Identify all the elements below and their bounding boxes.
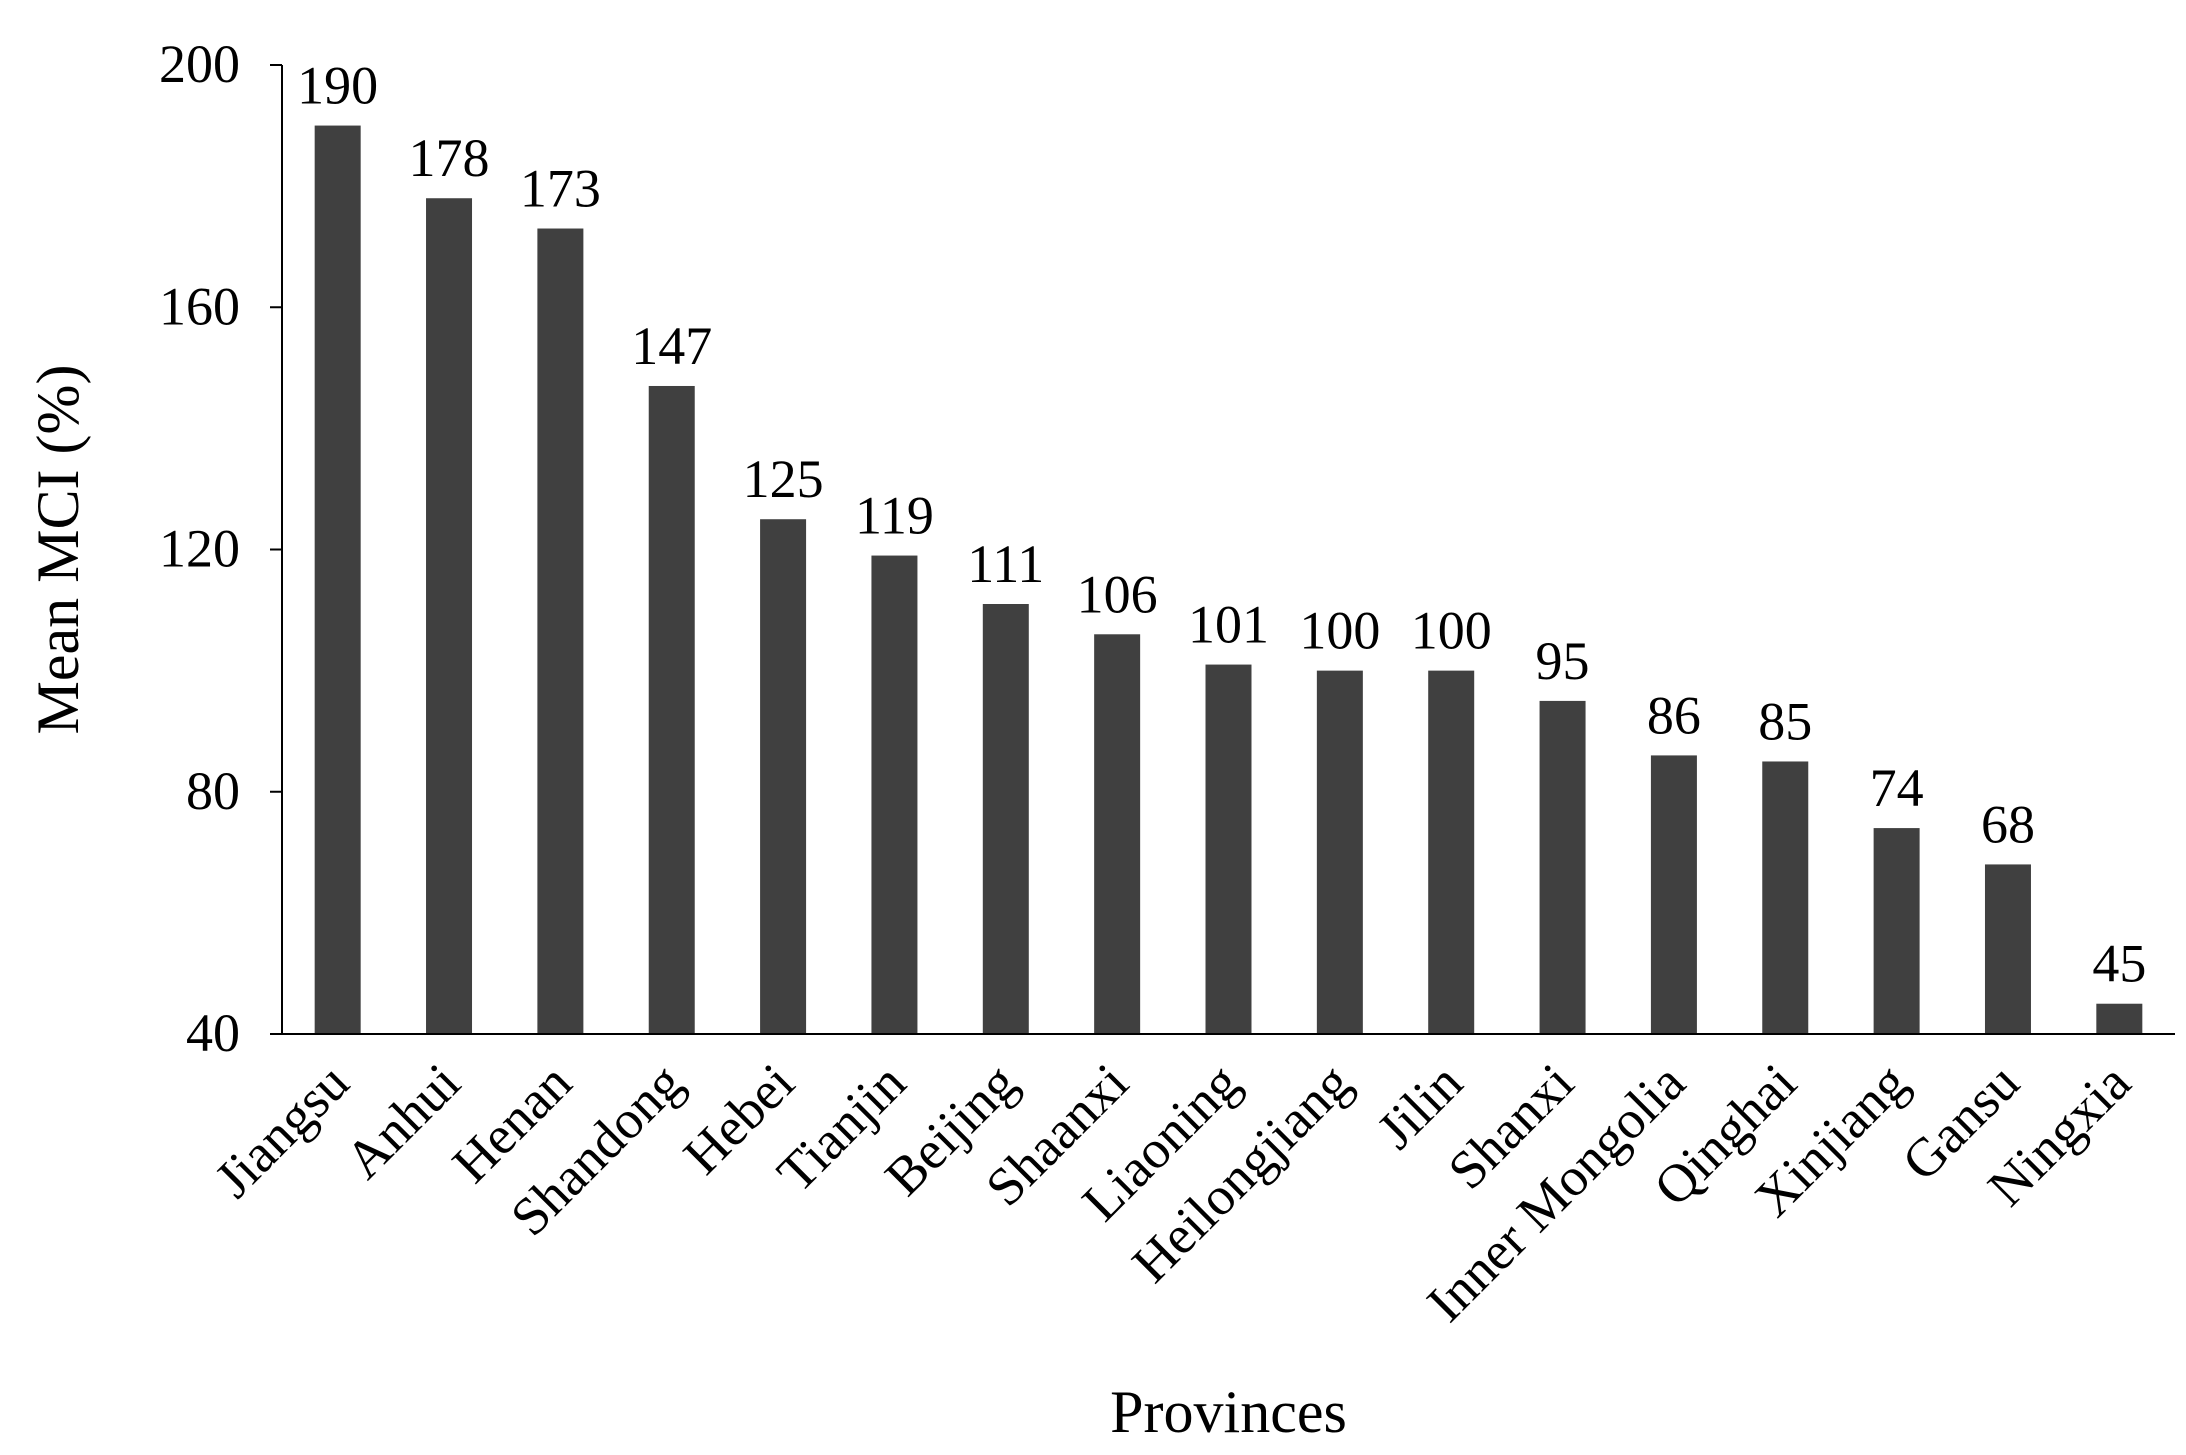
data-label: 95 — [1536, 631, 1590, 691]
data-label: 147 — [631, 316, 712, 376]
x-tick-label: Jiangsu — [203, 1052, 360, 1209]
data-label: 173 — [520, 159, 601, 219]
bar-shaanxi — [1094, 634, 1141, 1034]
bar-inner-mongolia — [1650, 755, 1697, 1034]
bar-tianjin — [871, 555, 918, 1034]
data-label: 100 — [1299, 601, 1380, 661]
bar-henan — [537, 228, 584, 1035]
bar-liaoning — [1205, 664, 1252, 1034]
y-axis-title: Mean MCI (%) — [25, 365, 91, 735]
bar-heilongjiang — [1316, 670, 1363, 1034]
bar-jiangsu — [314, 125, 361, 1034]
data-label: 85 — [1758, 691, 1812, 751]
category-labels-layer: JiangsuAnhuiHenanShandongHebeiTianjinBei… — [203, 1052, 2142, 1333]
data-label: 68 — [1981, 794, 2035, 854]
bar-hebei — [760, 519, 807, 1034]
bar-shandong — [648, 385, 695, 1034]
bar-qinghai — [1762, 761, 1809, 1034]
data-labels-layer: 190 178 173 147 125 119 111 106 101 100 100 95 86 85 7… — [297, 56, 2146, 994]
bar-xinjiang — [1873, 828, 1920, 1034]
y-tick-label: 40 — [186, 1003, 240, 1063]
bar-shanxi — [1539, 700, 1586, 1034]
data-label: 111 — [967, 534, 1044, 594]
data-label: 125 — [743, 449, 824, 509]
data-label: 86 — [1647, 685, 1701, 745]
data-label: 190 — [297, 56, 378, 116]
x-axis-title: Provinces — [1110, 1379, 1347, 1445]
bar-jilin — [1428, 670, 1475, 1034]
bar-beijing — [982, 604, 1029, 1034]
bar-gansu — [1984, 864, 2031, 1034]
y-ticks-layer: 40 80 120 160 200 — [159, 34, 282, 1063]
y-tick-label: 160 — [159, 276, 240, 336]
x-tick-label: Anhui — [334, 1052, 472, 1190]
data-label: 74 — [1870, 758, 1924, 818]
y-tick-label: 200 — [159, 34, 240, 94]
data-label: 178 — [409, 128, 490, 188]
y-tick-label: 80 — [186, 761, 240, 821]
data-label: 119 — [855, 486, 934, 546]
data-label: 100 — [1411, 601, 1492, 661]
y-tick-label: 120 — [159, 519, 240, 579]
data-label: 101 — [1188, 595, 1269, 655]
data-label: 106 — [1077, 564, 1158, 624]
bar-anhui — [426, 198, 473, 1035]
bars-layer — [314, 125, 2143, 1035]
data-label: 45 — [2092, 934, 2146, 994]
bar-ningxia — [2096, 1003, 2143, 1034]
